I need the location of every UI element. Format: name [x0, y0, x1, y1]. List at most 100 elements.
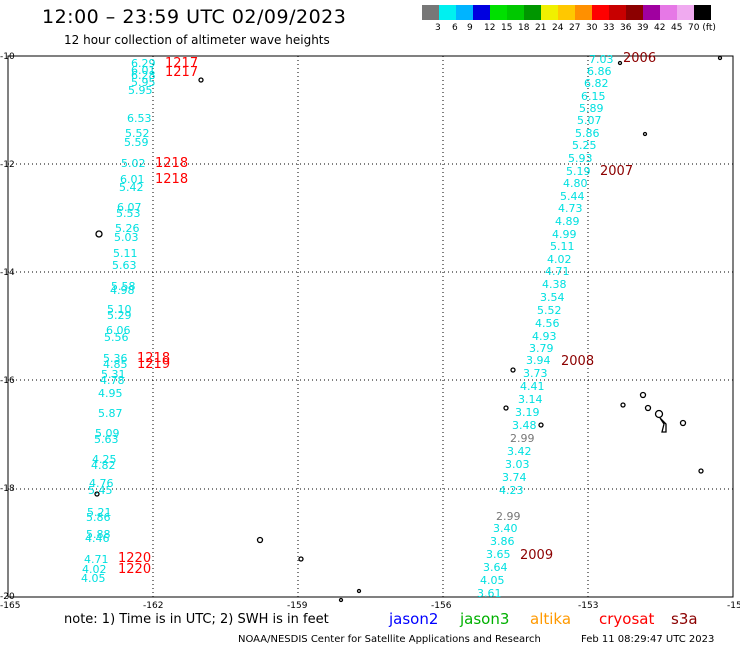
- swh-value-label: 5.45: [88, 484, 113, 497]
- swh-value-label: 3.74: [502, 471, 527, 484]
- swh-value-label: 4.71: [545, 265, 570, 278]
- islands: [94, 55, 723, 603]
- swh-value-label: 3.03: [505, 458, 530, 471]
- lon-label: -153: [578, 601, 599, 611]
- legend-tick-label: 45: [671, 23, 683, 33]
- satellite-legend-jason3: jason3: [460, 610, 510, 628]
- pass-time-label: 2009: [520, 548, 554, 563]
- legend-swatch: [490, 5, 507, 20]
- legend-swatch: [473, 5, 490, 20]
- swh-value-label: 4.02: [547, 253, 572, 266]
- swh-value-label: 4.82: [91, 459, 116, 472]
- legend-swatch: [439, 5, 456, 20]
- swh-value-label: 4.38: [542, 278, 567, 291]
- swh-value-label: 2.99: [496, 510, 521, 523]
- legend-tick-label: 3: [435, 23, 441, 33]
- swh-value-label: 3.79: [529, 342, 554, 355]
- swh-value-label: 5.07: [577, 114, 602, 127]
- swh-value-label: 3.19: [515, 406, 540, 419]
- swh-value-label: 5.26: [115, 222, 140, 235]
- swh-value-label: 5.09: [95, 427, 120, 440]
- swh-value-label: 4.56: [535, 317, 560, 330]
- legend-tick-label: 42: [654, 23, 666, 33]
- swh-value-label: 5.63: [94, 433, 119, 446]
- pass-time-label: 2007: [600, 164, 634, 179]
- swh-value-label: 4.05: [81, 572, 106, 585]
- satellite-legend-altika: altika: [530, 610, 572, 628]
- page-subtitle: 12 hour collection of altimeter wave hei…: [64, 33, 330, 47]
- map-border: [7, 55, 734, 598]
- swh-value-label: 4.23: [499, 484, 524, 497]
- swh-value-label: 4.02: [82, 563, 107, 576]
- satellite-legend-cryosat: cryosat: [599, 610, 655, 628]
- lon-label: -156: [431, 601, 452, 611]
- footnote: note: 1) Time is in UTC; 2) SWH is in fe…: [64, 612, 329, 627]
- swh-value-label: 4.89: [555, 215, 580, 228]
- footer-timestamp: Feb 11 08:29:47 UTC 2023: [581, 634, 715, 645]
- swh-value-label: 4.71: [84, 553, 109, 566]
- swh-value-label: 5.10: [107, 303, 132, 316]
- pass-time-label: 1218: [155, 172, 189, 187]
- legend-swatch: [643, 5, 660, 20]
- lat-label: -10: [0, 52, 15, 62]
- swh-value-label: 5.56: [104, 331, 129, 344]
- lon-label: -162: [143, 601, 164, 611]
- swh-value-label: 5.44: [560, 190, 585, 203]
- swh-value-label: 6.15: [581, 90, 606, 103]
- swh-value-label: 5.11: [113, 247, 138, 260]
- swh-value-label: 6.29: [131, 57, 156, 70]
- swh-value-label: 5.42: [119, 181, 144, 194]
- legend-tick-label: 21: [535, 23, 547, 33]
- legend-tick-label: 15: [501, 23, 513, 33]
- swh-value-label: 5.36: [103, 352, 128, 365]
- legend-swatch: [507, 5, 524, 20]
- swh-value-label: 5.86: [86, 511, 111, 524]
- swh-value-label: 5.87: [98, 407, 123, 420]
- pass-time-label: 1220: [118, 562, 152, 577]
- swh-value-label: 5.53: [116, 207, 141, 220]
- pass-time-label: 1218: [155, 156, 189, 171]
- swh-value-label: 5.89: [579, 102, 604, 115]
- swh-value-label: 4.76: [89, 477, 114, 490]
- swh-value-label: 5.63: [112, 259, 137, 272]
- legend-swatch: [677, 5, 694, 20]
- swh-value-label: 6.06: [106, 324, 131, 337]
- legend-swatch: [694, 5, 711, 20]
- lon-label: -15: [727, 601, 740, 611]
- pass-time-label: 1217: [165, 56, 199, 71]
- lat-label: -20: [0, 592, 15, 602]
- legend-swatch: [541, 5, 558, 20]
- legend-tick-label: 27: [569, 23, 581, 33]
- swh-value-label: 3.65: [486, 548, 511, 561]
- pass-time-label: 2006: [623, 51, 657, 66]
- legend-swatch: [609, 5, 626, 20]
- swh-value-label: 4.80: [563, 177, 588, 190]
- lat-label: -14: [0, 268, 15, 278]
- swh-value-label: 5.29: [107, 309, 132, 322]
- swh-value-label: 6.82: [584, 77, 609, 90]
- swh-value-label: 4.98: [110, 284, 135, 297]
- swh-value-label: 5.52: [537, 304, 562, 317]
- swh-value-label: 3.40: [493, 522, 518, 535]
- satellite-legend-s3a: s3a: [671, 610, 698, 628]
- lat-label: -12: [0, 160, 15, 170]
- pass-time-label: 1219: [137, 357, 171, 372]
- swh-value-label: 3.54: [540, 291, 565, 304]
- pass-time-label: 1218: [137, 351, 171, 366]
- swh-value-label: 4.99: [552, 228, 577, 241]
- legend-tick-label: 36: [620, 23, 632, 33]
- legend-tick-label: 18: [518, 23, 530, 33]
- legend-swatch: [422, 5, 439, 20]
- swh-value-label: 5.95: [128, 84, 153, 97]
- legend-tick-label: 24: [552, 23, 564, 33]
- swh-value-label: 4.93: [532, 330, 557, 343]
- swh-value-label: 3.42: [507, 445, 532, 458]
- swh-value-label: 5.86: [575, 127, 600, 140]
- lat-label: -18: [0, 484, 15, 494]
- legend-tick-label: 39: [637, 23, 649, 33]
- swh-value-label: 3.73: [523, 367, 548, 380]
- swh-value-label: 4.85: [103, 358, 128, 371]
- swh-value-label: 5.03: [114, 231, 139, 244]
- lat-label: -16: [0, 376, 15, 386]
